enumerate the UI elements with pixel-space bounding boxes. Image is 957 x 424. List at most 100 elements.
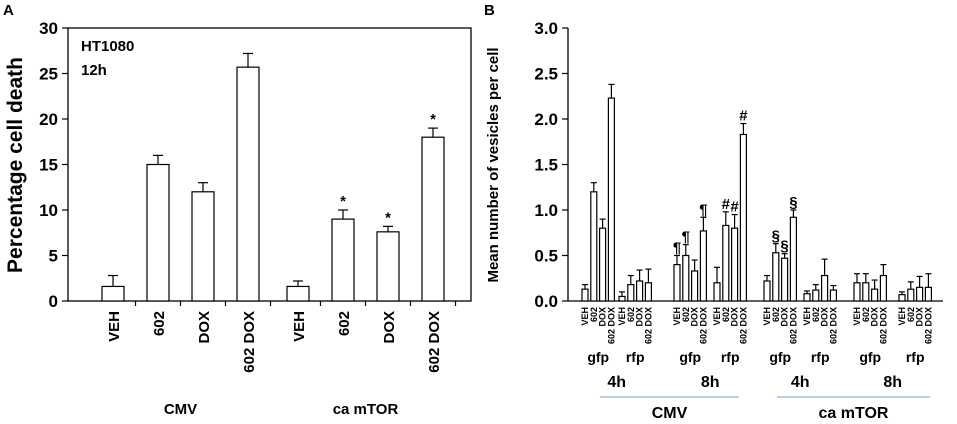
panel-b-bar — [730, 227, 739, 302]
panel-b-significance-marker: § — [789, 194, 797, 211]
panel-b-x-tick-label: DOX — [870, 307, 880, 327]
panel-b-x-tick-label: 602 DOX — [788, 307, 798, 344]
panel-b-x-tick-label: 602 DOX — [643, 307, 653, 344]
panel-b-bar — [820, 274, 829, 302]
panel-b-x-tick-label: VEH — [580, 307, 590, 326]
panel-b-y-tick-label: 1.5 — [534, 156, 558, 175]
panel-a-y-tick-label: 25 — [39, 65, 58, 84]
panel-b-bar — [618, 295, 626, 302]
panel-b-significance-marker: ¶ — [699, 201, 707, 218]
panel-b-condition-label: ca mTOR — [819, 405, 889, 422]
panel-a-bar — [331, 218, 355, 302]
panel-b-x-tick-label: 602 — [906, 307, 916, 322]
panel-a-label: A — [3, 2, 14, 19]
panel-b-x-tick-label: 602 — [861, 307, 871, 322]
panel-a-x-tick-label: 602 — [336, 311, 353, 336]
panel-a-bar — [376, 231, 400, 302]
panel-b-x-tick-label: 602 DOX — [698, 307, 708, 344]
panel-b-bar — [879, 274, 888, 302]
panel-b-y-tick-label: 1.0 — [534, 201, 558, 220]
panel-a-annotation-time: 12h — [81, 62, 107, 79]
panel-b-bar — [627, 284, 635, 302]
panel-b-x-tick-label: DOX — [915, 307, 925, 327]
panel-b-significance-marker: # — [722, 196, 731, 213]
panel-b-x-tick-label: 602 — [626, 307, 636, 322]
panel-b-x-tick-label: 602 — [721, 307, 731, 322]
panel-b-y-tick-label: 0.0 — [534, 292, 558, 311]
panel-b-bar — [722, 224, 730, 302]
panel-b-x-tick-label: VEH — [672, 307, 682, 326]
panel-a-bar — [421, 136, 445, 302]
panel-b-x-tick-label: DOX — [730, 307, 740, 327]
panel-b-bar — [907, 288, 915, 302]
panel-b-bar — [644, 282, 653, 302]
panel-b-x-tick-label: VEH — [897, 307, 907, 326]
panel-b-significance-marker: § — [772, 228, 780, 245]
panel-b-bar — [870, 288, 879, 302]
panel-a-bar — [236, 66, 260, 302]
panel-b-bar — [581, 288, 589, 302]
panel-a-group-label: ca mTOR — [333, 401, 399, 418]
panel-b-cluster-label: gfp — [679, 349, 701, 365]
panel-a-plot-frame — [67, 27, 472, 302]
panel-b-x-tick-label: DOX — [690, 307, 700, 327]
panel-b-x-tick-label: 602 — [771, 307, 781, 322]
panel-a-x-tick-label: 602 DOX — [426, 311, 443, 373]
panel-b-y-tick-label: 3.0 — [534, 19, 558, 38]
panel-a-y-tick-label: 10 — [39, 201, 58, 220]
panel-b-bar — [713, 282, 721, 302]
panel-a-y-axis-title: Percentage cell death — [4, 57, 27, 273]
panel-b-bar — [590, 191, 598, 302]
panel-b-bar — [789, 216, 798, 302]
panel-b-time-label: 8h — [883, 374, 902, 391]
panel-b-significance-marker: ¶ — [673, 240, 681, 257]
panel-a-significance-marker: * — [430, 111, 436, 128]
panel-b-bar — [812, 289, 820, 302]
panel-a-x-tick-label: VEH — [106, 311, 123, 342]
panel-b-y-axis-title: Mean number of vesicles per cell — [485, 47, 502, 282]
panel-a-y-tick-label: 5 — [49, 247, 58, 266]
panel-b-bar — [780, 257, 789, 302]
panel-a-x-tick-label: DOX — [381, 311, 398, 344]
panel-b-bar — [635, 280, 644, 302]
panel-b-cluster-label: gfp — [587, 349, 609, 365]
panel-b-bar — [699, 230, 708, 302]
panel-b-x-tick-label: VEH — [712, 307, 722, 326]
panel-b-x-tick-label: 602 DOX — [878, 307, 888, 344]
panel-a-y-tick-label: 20 — [39, 110, 58, 129]
panel-b-bar — [803, 293, 811, 302]
panel-b-x-tick-label: 602 DOX — [828, 307, 838, 344]
panel-b-significance-marker: ¶ — [682, 229, 690, 246]
panel-b-x-tick-label: DOX — [635, 307, 645, 327]
panel-b-x-tick-label: 602 — [681, 307, 691, 322]
panel-b-x-tick-label: 602 DOX — [606, 307, 616, 344]
panel-b-bar — [607, 97, 616, 302]
panel-b-cluster-label: rfp — [906, 349, 925, 365]
panel-b-condition-label: CMV — [652, 405, 688, 422]
panel-b-time-label: 8h — [701, 374, 720, 391]
panel-b-cluster-label: gfp — [859, 349, 881, 365]
panel-b-cluster-label: rfp — [721, 349, 740, 365]
panel-b-x-tick-label: VEH — [852, 307, 862, 326]
panel-a-bar — [286, 285, 310, 302]
panel-b-x-tick-label: DOX — [598, 307, 608, 327]
panel-b-y-tick-label: 0.5 — [534, 247, 558, 266]
panel-b-x-tick-label: VEH — [617, 307, 627, 326]
panel-b-x-tick-label: 602 — [589, 307, 599, 322]
panel-b-x-tick-label: VEH — [802, 307, 812, 326]
panel-b-bar — [898, 294, 906, 302]
panel-b-bar — [915, 286, 924, 302]
panel-b-significance-marker: # — [730, 199, 739, 216]
panel-b-cluster-label: rfp — [811, 349, 830, 365]
panel-b-bar — [829, 289, 838, 302]
panel-a-group-label: CMV — [164, 401, 197, 418]
panel-a-bar — [146, 163, 170, 302]
panel-b-x-tick-label: 602 DOX — [738, 307, 748, 344]
panel-b-bar — [862, 282, 870, 302]
panel-b-bar — [763, 280, 771, 302]
panel-a-y-tick-label: 15 — [39, 156, 58, 175]
panel-a-y-tick-label: 30 — [39, 19, 58, 38]
panel-b-bar — [673, 264, 681, 302]
panel-b-x-tick-label: VEH — [762, 307, 772, 326]
